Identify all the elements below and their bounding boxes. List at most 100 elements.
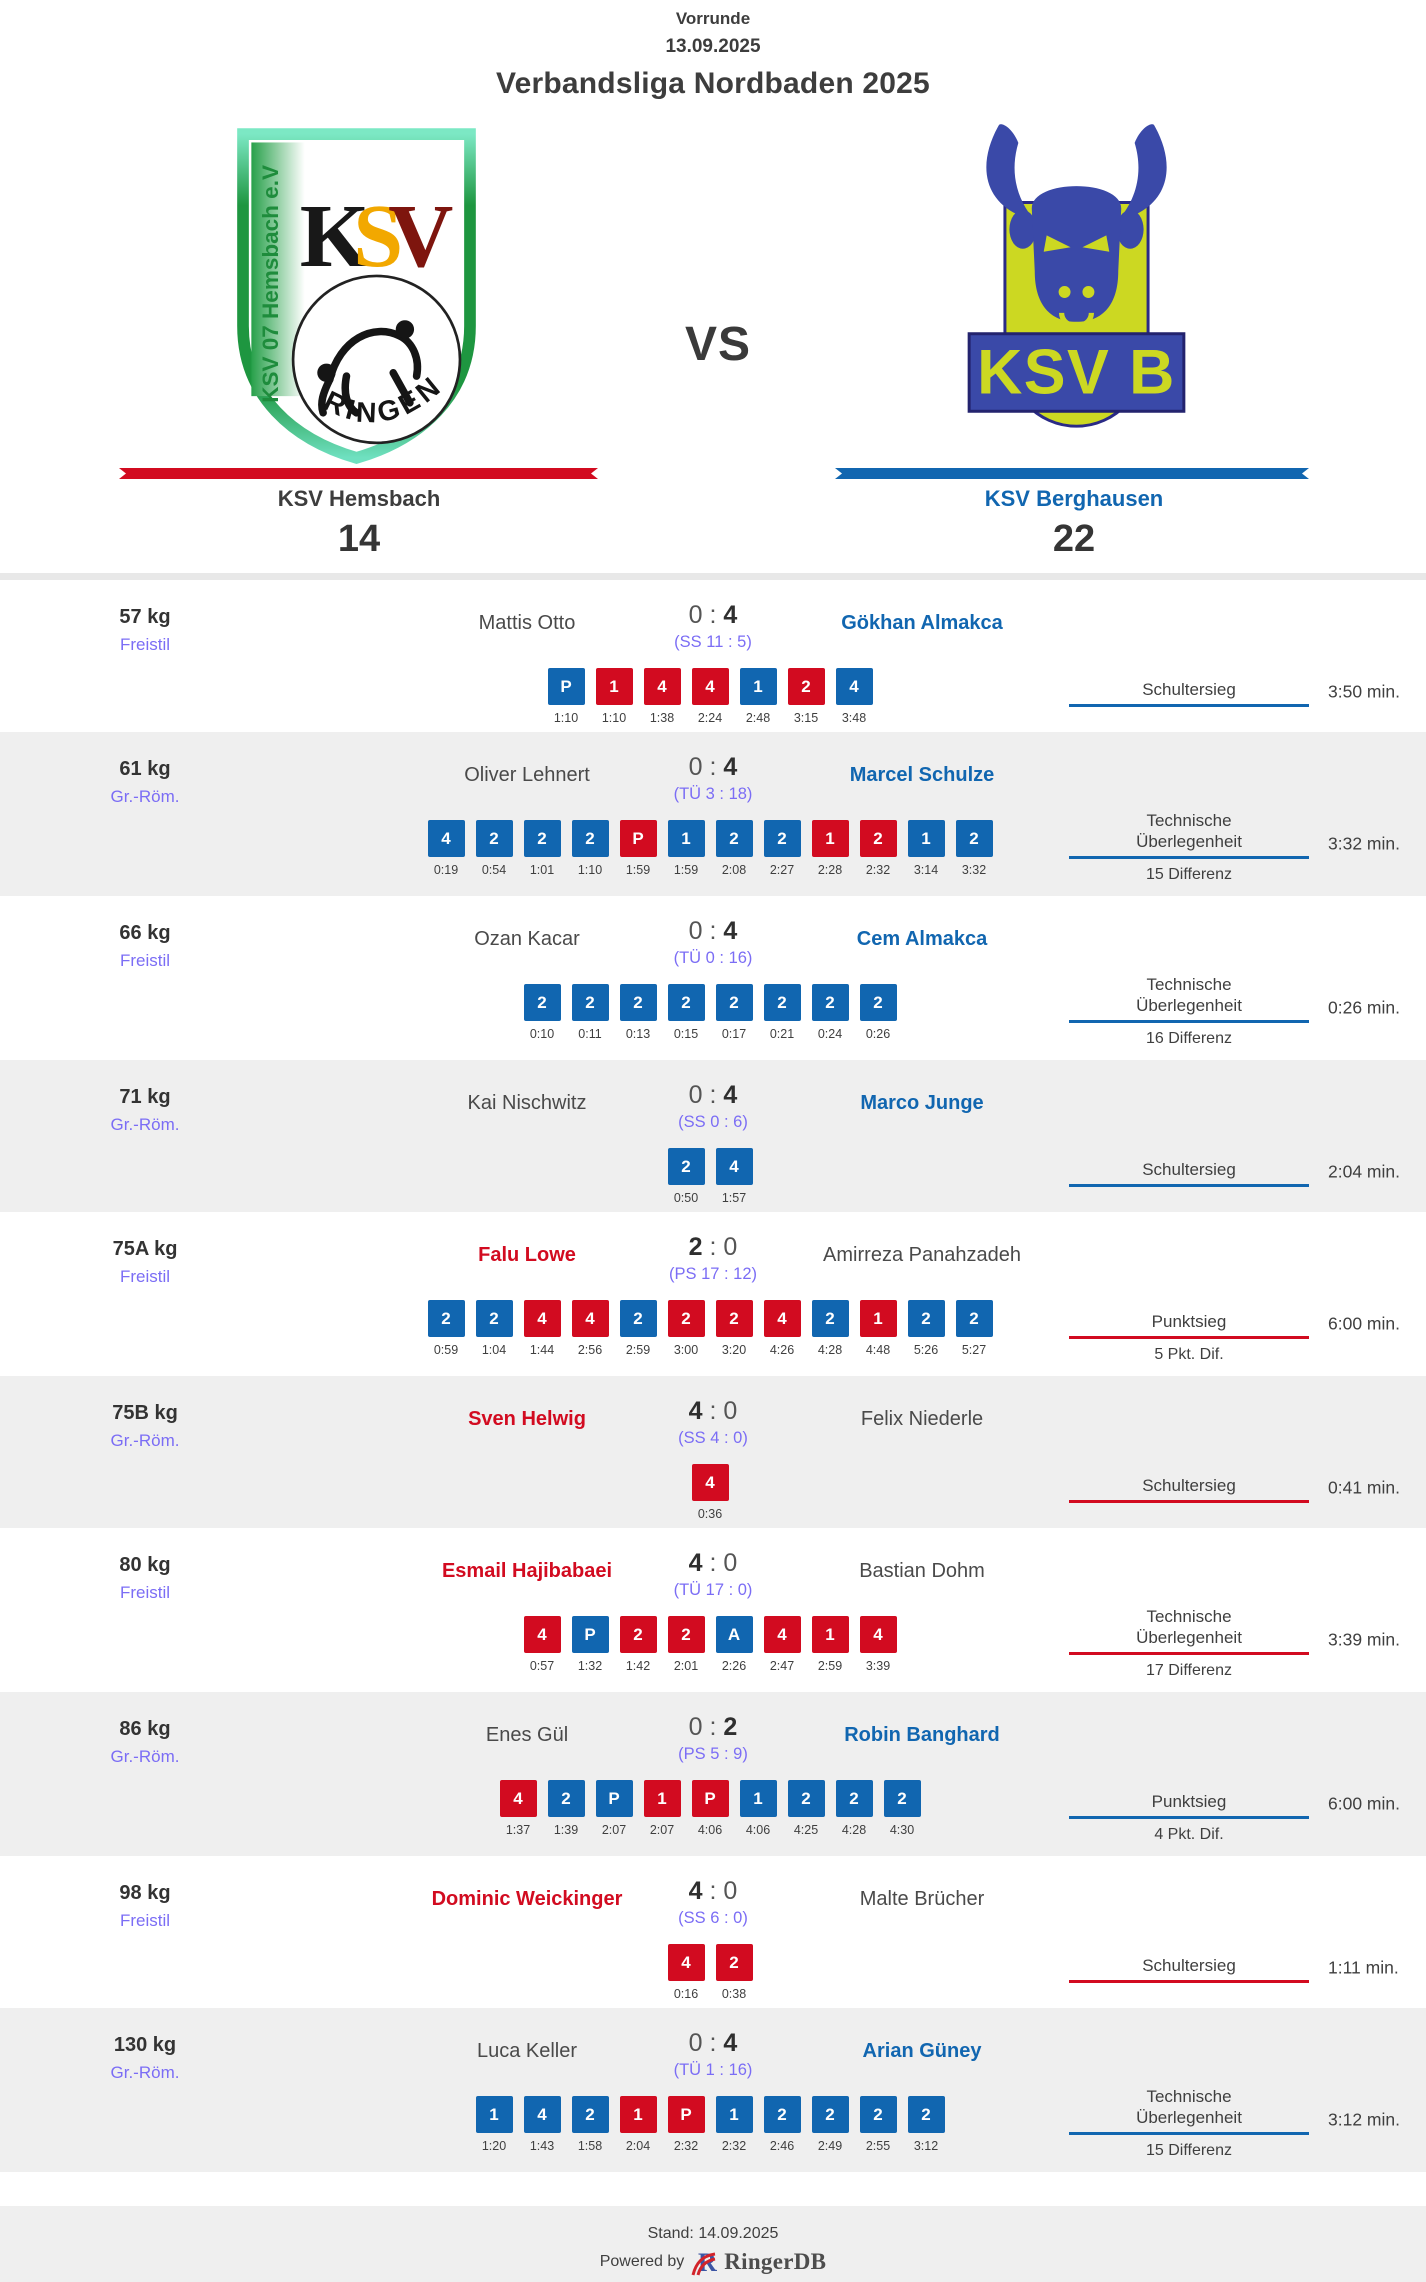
league-title: Verbandsliga Nordbaden 2025 [496, 67, 930, 100]
score-block: 4 [523, 1300, 561, 1337]
wrestling-style-label: Freistil [119, 635, 171, 654]
score-event: 2 1:04 [475, 1300, 513, 1357]
weight-class: 86 kg Gr.-Röm. [30, 1718, 260, 1766]
score-block-time: 2:08 [721, 863, 747, 877]
score-event: 2 1:01 [523, 820, 561, 877]
score-block: 1 [811, 820, 849, 857]
result-label-line: Schultersieg [1142, 1476, 1236, 1495]
teams-header: KSV 07 Hemsbach e.V KSV RINGEN VS [0, 102, 1426, 573]
match-date: 13.09.2025 [665, 36, 761, 57]
home-bout-points: 0 [688, 1081, 703, 1109]
home-bout-points: 0 [688, 601, 703, 629]
weight-class-label: 66 kg [119, 922, 171, 944]
score-block-time: 1:59 [673, 863, 699, 877]
away-wrestler-name: Malte Brücher [859, 1888, 985, 1910]
score-block-time: 1:01 [529, 863, 555, 877]
score-block-time: 0:13 [625, 1027, 651, 1041]
score-block-time: 0:50 [673, 1191, 699, 1205]
score-event: 1 2:59 [811, 1616, 849, 1673]
home-wrestler-name: Kai Nischwitz [467, 1092, 587, 1114]
score-block-time: 3:39 [865, 1659, 891, 1673]
score-event: 2 2:49 [811, 2096, 849, 2153]
score-colon: : [702, 1877, 724, 1905]
score-event: 2 1:42 [619, 1616, 657, 1673]
result-label-line: Technische [1146, 975, 1232, 994]
weight-class: 80 kg Freistil [30, 1554, 260, 1602]
score-event: 2 2:46 [763, 2096, 801, 2153]
result-underline [1069, 1980, 1309, 1983]
score-block: 4 [643, 668, 681, 705]
score-block: 1 [739, 1780, 777, 1817]
result-label-line: Überlegenheit [1136, 832, 1242, 851]
score-block: 2 [667, 1616, 705, 1653]
score-block: 4 [427, 820, 465, 857]
score-event: P 2:32 [667, 2096, 705, 2153]
score-block-time: 3:20 [721, 1343, 747, 1357]
score-event: 2 0:10 [523, 984, 561, 1041]
score-colon: : [702, 1397, 724, 1425]
score-block-time: 3:32 [961, 863, 987, 877]
bout-duration: 0:26 min. [1328, 997, 1400, 1018]
score-block: 2 [475, 820, 513, 857]
score-block-time: 4:26 [769, 1343, 795, 1357]
score-block: 2 [811, 984, 849, 1021]
score-block: 2 [859, 820, 897, 857]
bout-row: 57 kg Freistil Mattis Otto 0 : 4 (SS 11 : 5)… [0, 580, 1426, 732]
weight-class: 75A kg Freistil [30, 1238, 260, 1286]
home-wrestler-name: Luca Keller [476, 2040, 578, 2062]
score-colon: : [702, 1081, 724, 1109]
score-block-time: 1:43 [529, 2139, 555, 2153]
score-block-time: 3:14 [913, 863, 939, 877]
away-team-name: KSV Berghausen [984, 486, 1164, 511]
powered-by[interactable]: Powered by R RingerDB [600, 2248, 827, 2276]
wrestling-style-label: Freistil [119, 1583, 171, 1602]
away-bout-points: 4 [723, 601, 738, 629]
score-event: 4 1:38 [643, 668, 681, 725]
score-event: 1 2:32 [715, 2096, 753, 2153]
score-event: 2 3:32 [955, 820, 993, 877]
bout-duration: 1:11 min. [1328, 1957, 1399, 1978]
score-block-time: 1:04 [481, 1343, 507, 1357]
bout-row: 75B kg Gr.-Röm. Sven Helwig 4 : 0 (SS 4 : 0)… [0, 1376, 1426, 1528]
weight-class-label: 57 kg [119, 606, 171, 628]
bout-row: 61 kg Gr.-Röm. Oliver Lehnert 0 : 4 (TÜ 3 : … [0, 732, 1426, 896]
home-team-score: 14 [337, 518, 381, 560]
result-underline [1069, 856, 1309, 859]
score-block: 1 [739, 668, 777, 705]
score-block: 2 [835, 1780, 873, 1817]
score-block: 1 [475, 2096, 513, 2133]
score-sequence: 1 1:20 4 1:43 2 1:58 1 2:04 P 2:32 1 2:32 2 2:46 2 2:49… [260, 2096, 1160, 2153]
weight-class: 71 kg Gr.-Röm. [30, 1086, 260, 1134]
score-block: 2 [571, 2096, 609, 2133]
bout-score-number: 0 : 4 [674, 2028, 753, 2058]
away-bout-points: 4 [723, 753, 738, 781]
result-label: Schultersieg [1069, 1475, 1309, 1496]
weight-class-label: 86 kg [119, 1718, 171, 1740]
score-event: 2 5:27 [955, 1300, 993, 1357]
score-sequence: P 1:10 1 1:10 4 1:38 4 2:24 1 2:48 2 3:15 4 3:48 [260, 668, 1160, 725]
result-label: Technische Überlegenheit [1069, 1606, 1309, 1648]
bout-score: 2 : 0 (PS 17 : 12) [669, 1232, 757, 1284]
score-event: P 1:10 [547, 668, 585, 725]
bout-score-detail: (SS 11 : 5) [674, 633, 752, 651]
score-block-time: 4:30 [889, 1823, 915, 1837]
away-team-score: 22 [1052, 518, 1096, 560]
score-event: 2 0:24 [811, 984, 849, 1041]
result-label-line: Punktsieg [1151, 1792, 1227, 1811]
score-block-time: 1:20 [481, 2139, 507, 2153]
footer-gap [0, 2172, 1426, 2206]
result-underline [1069, 1336, 1309, 1339]
score-block-time: 0:19 [433, 863, 459, 877]
away-wrestler-name: Marco Junge [860, 1092, 984, 1114]
score-event: 2 0:38 [715, 1944, 753, 2001]
score-block-time: 5:27 [961, 1343, 987, 1357]
score-block-time: 1:58 [577, 2139, 603, 2153]
bout-score: 4 : 0 (SS 6 : 0) [678, 1876, 748, 1928]
score-event: 4 1:37 [499, 1780, 537, 1837]
bout-duration: 3:39 min. [1328, 1629, 1400, 1650]
score-event: 1 2:48 [739, 668, 777, 725]
result-label-line: Technische [1146, 811, 1232, 830]
score-block: P [667, 2096, 705, 2133]
header-divider [0, 573, 1426, 580]
home-team-name: KSV Hemsbach [277, 486, 441, 511]
